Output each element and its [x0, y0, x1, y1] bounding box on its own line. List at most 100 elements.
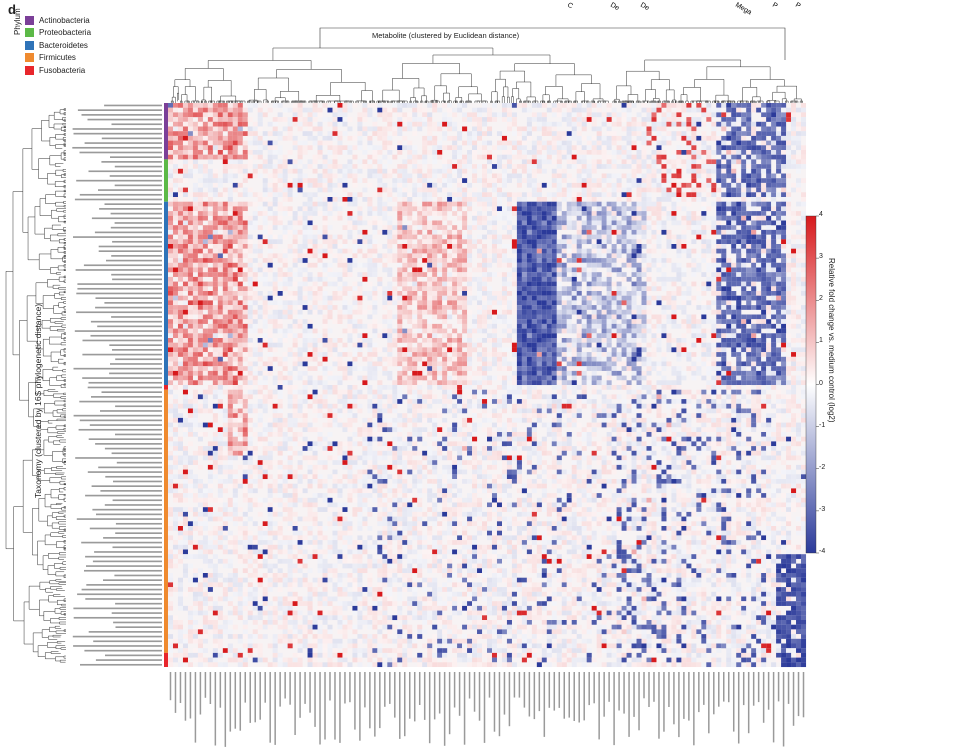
heatmap-cell — [621, 333, 627, 339]
heatmap-cell — [312, 262, 318, 268]
heatmap-cell — [427, 206, 433, 212]
heatmap-cell — [172, 239, 179, 245]
heatmap-cell — [761, 319, 767, 324]
heatmap-cell — [606, 295, 612, 301]
heatmap-cell — [367, 291, 373, 296]
heatmap-cell — [168, 225, 174, 230]
heatmap-cell — [397, 182, 403, 188]
heatmap-cell — [706, 300, 712, 306]
heatmap-cell — [746, 244, 752, 249]
heatmap-cell — [242, 173, 248, 179]
heatmap-cell — [257, 244, 263, 249]
heatmap-cell — [766, 164, 772, 169]
heatmap-cell — [432, 305, 438, 310]
heatmap-cell — [681, 248, 687, 254]
heatmap-cell — [277, 253, 283, 259]
heatmap-cell — [511, 328, 517, 334]
heatmap-cell — [342, 150, 348, 155]
heatmap-cell — [237, 126, 243, 132]
heatmap-cell — [202, 103, 208, 108]
heatmap-cell — [771, 314, 777, 320]
heatmap-cell — [207, 220, 213, 226]
heatmap-cell — [641, 140, 647, 146]
heatmap-cell — [252, 328, 258, 334]
heatmap-cell — [427, 248, 433, 254]
heatmap-cell — [516, 267, 522, 273]
heatmap-cell — [736, 154, 742, 160]
heatmap-cell — [407, 126, 413, 132]
heatmap-cell — [192, 286, 198, 292]
heatmap-cell — [432, 103, 438, 108]
heatmap-cell — [801, 276, 807, 282]
heatmap-cell — [222, 309, 228, 315]
heatmap-cell — [337, 140, 343, 146]
heatmap-cell — [501, 211, 507, 216]
heatmap-cell — [437, 201, 443, 207]
heatmap-cell — [182, 131, 188, 136]
heatmap-cell — [616, 178, 622, 183]
heatmap-cell — [182, 244, 188, 249]
heatmap-cell — [691, 211, 697, 216]
heatmap-cell — [417, 206, 423, 212]
heatmap-cell — [168, 276, 174, 282]
heatmap-cell — [651, 333, 657, 339]
heatmap-cell — [771, 135, 777, 141]
heatmap-cell — [746, 272, 752, 277]
heatmap-cell — [491, 215, 498, 221]
heatmap-cell — [796, 135, 802, 141]
heatmap-cell — [168, 159, 174, 165]
heatmap-cell — [736, 145, 742, 151]
heatmap-cell — [676, 182, 682, 188]
heatmap-cell — [237, 117, 243, 122]
heatmap-cell — [546, 267, 552, 273]
heatmap-cell — [357, 215, 363, 221]
heatmap-cell — [771, 234, 777, 240]
heatmap-cell — [586, 206, 592, 212]
heatmap-cell — [631, 117, 637, 122]
heatmap-cell — [766, 244, 772, 249]
heatmap-cell — [671, 182, 677, 188]
heatmap-cell — [591, 150, 597, 155]
heatmap-cell — [656, 333, 662, 339]
heatmap-cell — [412, 154, 418, 160]
heatmap-cell — [367, 258, 373, 263]
heatmap-cell — [437, 107, 443, 113]
heatmap-cell — [197, 112, 203, 118]
heatmap-cell — [262, 295, 268, 301]
heatmap-cell — [516, 239, 522, 245]
heatmap-cell — [327, 107, 333, 113]
heatmap-cell — [382, 314, 388, 320]
heatmap-cell — [427, 112, 433, 118]
heatmap-cell — [272, 305, 278, 310]
heatmap-cell — [212, 338, 218, 343]
heatmap-cell — [546, 328, 552, 334]
heatmap-cell — [646, 112, 652, 118]
heatmap-cell — [232, 121, 238, 127]
heatmap-cell — [631, 178, 637, 183]
heatmap-cell — [482, 220, 488, 226]
heatmap-cell — [372, 323, 378, 329]
heatmap-cell — [192, 323, 198, 329]
heatmap-cell — [591, 244, 597, 249]
heatmap-cell — [586, 164, 592, 169]
heatmap-cell — [496, 112, 502, 118]
heatmap-cell — [541, 201, 547, 207]
heatmap-cell — [741, 112, 747, 118]
heatmap-cell — [581, 276, 587, 282]
heatmap-cell — [217, 267, 223, 273]
heatmap-cell — [521, 300, 527, 306]
heatmap-cell — [412, 229, 418, 235]
heatmap-cell — [192, 121, 198, 127]
heatmap-cell — [177, 258, 183, 263]
heatmap-cell — [656, 319, 662, 324]
heatmap-cell — [661, 262, 667, 268]
heatmap-cell — [272, 197, 278, 202]
heatmap-cell — [511, 154, 517, 160]
heatmap-cell — [197, 276, 203, 282]
heatmap-cell — [347, 272, 353, 277]
heatmap-cell — [596, 244, 602, 249]
heatmap-cell — [232, 328, 238, 334]
heatmap-cell — [501, 178, 507, 183]
heatmap-cell — [796, 276, 802, 282]
heatmap-cell — [516, 215, 522, 221]
